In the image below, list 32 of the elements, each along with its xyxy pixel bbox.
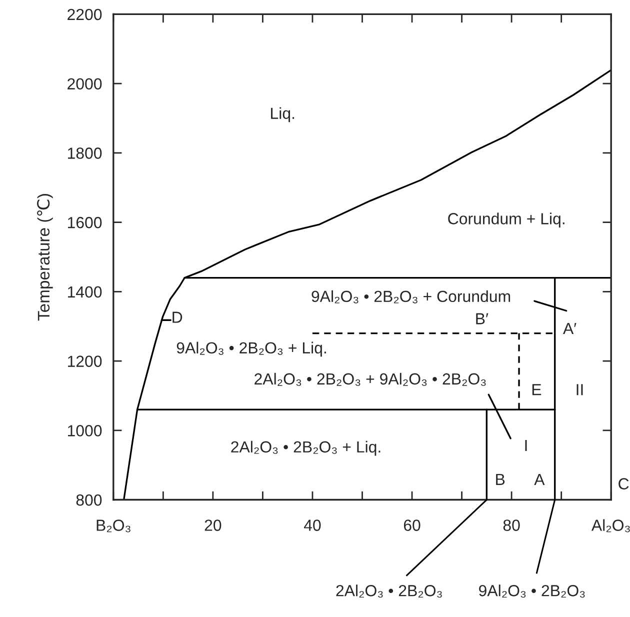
y-tick-label: 1200 (68, 356, 102, 367)
text: C (618, 478, 629, 490)
annotation: A (534, 474, 545, 485)
y-tick-label: 800 (76, 494, 102, 506)
annotation: II (576, 384, 583, 396)
annotation: B′ (476, 313, 488, 324)
x-tick-label: 40 (304, 520, 321, 531)
y-tick-label: 2000 (68, 78, 102, 90)
y-tick-label: 1800 (68, 148, 102, 159)
annotation: Liq. (271, 107, 294, 122)
y-tick-label: 1600 (68, 216, 102, 228)
annotation: 2Al₂O₃ • 2B₂O₃ (336, 584, 442, 598)
annotation: E (532, 384, 542, 396)
annotation: I (525, 440, 527, 451)
annotation: A′ (563, 322, 576, 334)
annotation: D (172, 312, 182, 323)
annotation: 2Al₂O₃ • 2B₂O₃ + Liq. (231, 440, 380, 456)
annotation: 2Al₂O₃ • 2B₂O₃ + 9Al₂O₃ • 2B₂O₃ (254, 372, 486, 386)
annotation: B (496, 474, 505, 485)
x-tick-label: B₂O₃ (96, 520, 130, 532)
annotation: Corundum + Liq. (448, 212, 564, 228)
x-tick-label: Al₂O₃ (591, 519, 630, 532)
annotation: 9Al₂O₃ • 2B₂O₃ (479, 584, 585, 598)
x-tick-label: 20 (204, 520, 222, 531)
y-tick-label: 1400 (68, 286, 102, 298)
y-tick-label: 1000 (68, 425, 102, 436)
annotation: 9Al₂O₃ • 2B₂O₃ + Corundum (312, 290, 510, 304)
x-tick-label: 80 (503, 520, 520, 531)
y-tick-label: 2200 (68, 8, 102, 20)
x-tick-label: 60 (404, 520, 420, 531)
annotation: 9Al₂O₃ • 2B₂O₃ + Liq. (176, 342, 326, 357)
y-axis-title: Temperature (℃) (37, 194, 53, 321)
